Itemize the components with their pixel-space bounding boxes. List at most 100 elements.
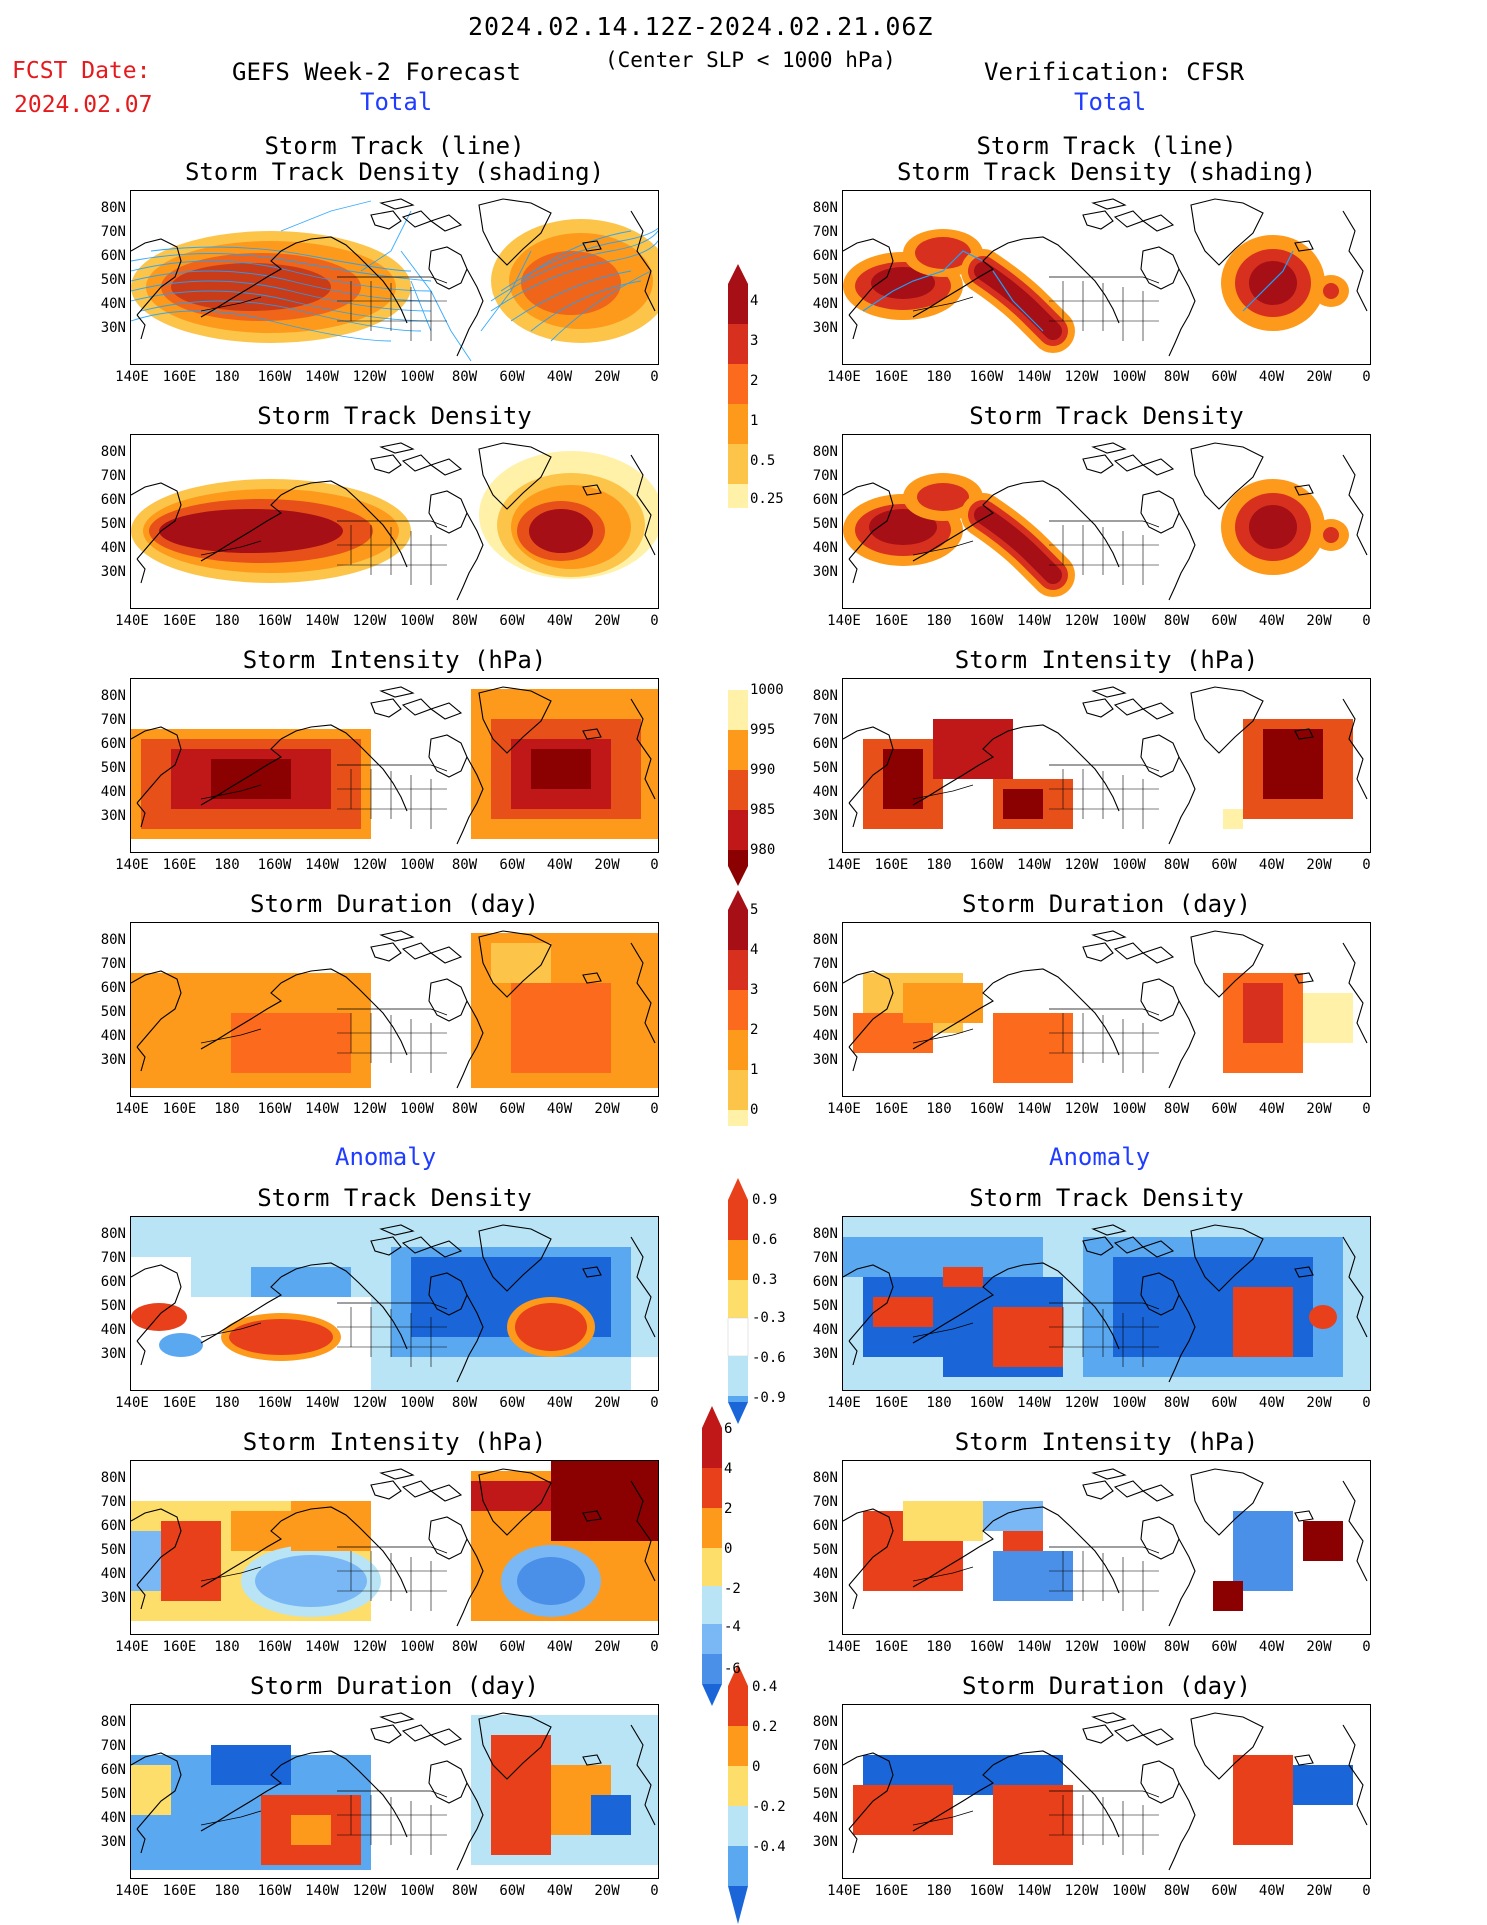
lat-label: 50N xyxy=(812,272,838,288)
lat-label: 30N xyxy=(812,320,838,336)
map-intensity-forecast xyxy=(130,678,659,853)
lon-label: 100W xyxy=(1112,613,1146,629)
lon-label: 180 xyxy=(926,613,952,629)
lon-label: 140E xyxy=(115,1639,149,1655)
lon-label: 100W xyxy=(1112,1639,1146,1655)
lon-label: 160W xyxy=(257,1639,292,1655)
colorbar-label-anom_intensity: -4 xyxy=(724,1619,741,1635)
lon-label: 0 xyxy=(1362,613,1371,629)
lon-label: 160W xyxy=(257,1395,292,1411)
right-title: Verification: CFSR xyxy=(984,58,1245,86)
lat-label: 60N xyxy=(812,1518,838,1534)
lat-label: 70N xyxy=(100,1494,126,1510)
lat-label: 50N xyxy=(812,1298,838,1314)
lon-label: 0 xyxy=(1362,1101,1371,1117)
map-anom-density-verification xyxy=(842,1216,1371,1391)
lon-label: 60W xyxy=(1211,613,1237,629)
lon-label: 120W xyxy=(1064,857,1099,873)
lat-label: 60N xyxy=(100,1518,126,1534)
lon-label: 60W xyxy=(499,1101,525,1117)
lon-label: 160E xyxy=(162,857,197,873)
lon-label: 80W xyxy=(1163,1395,1190,1411)
lat-label: 40N xyxy=(812,1810,838,1826)
lon-label: 140W xyxy=(305,1101,339,1117)
lat-label: 80N xyxy=(812,932,838,948)
lon-label: 60W xyxy=(499,369,525,385)
lon-label: 160E xyxy=(874,1639,909,1655)
lon-label: 80W xyxy=(451,1101,478,1117)
left-total-label: Total xyxy=(360,88,433,116)
lon-label: 0 xyxy=(1362,1639,1371,1655)
lon-label: 140E xyxy=(827,369,861,385)
lat-label: 40N xyxy=(100,296,126,312)
colorbar-intensity xyxy=(728,690,748,886)
lon-label: 160E xyxy=(874,1883,909,1899)
lon-label: 40W xyxy=(1258,1883,1285,1899)
colorbar-label-anom_density: -0.6 xyxy=(752,1350,786,1366)
lat-label: 70N xyxy=(812,956,838,972)
title-density-left: Storm Track Density xyxy=(257,402,532,430)
lon-label: 140E xyxy=(115,1395,149,1411)
lon-label: 180 xyxy=(214,1101,240,1117)
lat-label: 40N xyxy=(812,1566,838,1582)
lon-label: 140W xyxy=(1017,857,1051,873)
lon-label: 160E xyxy=(874,857,909,873)
colorbar-label-anom_intensity: 4 xyxy=(724,1461,733,1477)
colorbar-label-anom_density: 0.3 xyxy=(752,1272,778,1288)
lon-label: 60W xyxy=(499,857,525,873)
lat-label: 80N xyxy=(812,200,838,216)
lon-label: 180 xyxy=(214,1639,240,1655)
lon-label: 60W xyxy=(499,1639,525,1655)
title-intensity-right: Storm Intensity (hPa) xyxy=(954,646,1259,674)
colorbar-label-duration: 0 xyxy=(750,1102,759,1118)
colorbar-label-density: 3 xyxy=(750,333,759,349)
lon-label: 180 xyxy=(214,369,240,385)
lat-label: 40N xyxy=(812,540,838,556)
lon-label: 0 xyxy=(1362,369,1371,385)
lat-label: 40N xyxy=(100,784,126,800)
colorbar-label-anom_intensity: -2 xyxy=(724,1581,741,1597)
lon-label: 140W xyxy=(305,857,339,873)
title-track-line-right: Storm Track (line) xyxy=(976,132,1237,160)
lat-label: 70N xyxy=(100,956,126,972)
lon-label: 180 xyxy=(214,1883,240,1899)
lon-label: 40W xyxy=(546,857,573,873)
fcst-date-value: 2024.02.07 xyxy=(14,92,153,118)
lon-label: 40W xyxy=(1258,857,1285,873)
lon-label: 60W xyxy=(499,1883,525,1899)
lon-label: 100W xyxy=(400,613,434,629)
lon-label: 160E xyxy=(162,1395,197,1411)
lon-label: 20W xyxy=(1306,1883,1332,1899)
lon-label: 140E xyxy=(827,1395,861,1411)
colorbar-label-anom_density: -0.9 xyxy=(752,1390,786,1406)
map-anom-duration-verification xyxy=(842,1704,1371,1879)
lat-label: 60N xyxy=(100,248,126,264)
lat-label: 80N xyxy=(812,1226,838,1242)
lon-label: 140E xyxy=(115,1101,149,1117)
lon-label: 0 xyxy=(650,857,659,873)
lat-label: 40N xyxy=(100,1566,126,1582)
lon-label: 40W xyxy=(546,613,573,629)
right-anomaly-label: Anomaly xyxy=(1049,1143,1151,1171)
lon-label: 20W xyxy=(594,1101,620,1117)
lon-label: 80W xyxy=(1163,613,1190,629)
lon-label: 60W xyxy=(1211,1639,1237,1655)
lon-label: 20W xyxy=(1306,1639,1332,1655)
lon-label: 160W xyxy=(257,613,292,629)
lat-label: 60N xyxy=(100,736,126,752)
lon-label: 40W xyxy=(1258,1639,1285,1655)
lon-label: 80W xyxy=(451,369,478,385)
lon-label: 180 xyxy=(926,1883,952,1899)
lon-label: 180 xyxy=(926,1395,952,1411)
title-anom-duration-right: Storm Duration (day) xyxy=(962,1672,1251,1700)
lon-label: 20W xyxy=(594,369,620,385)
lon-label: 160W xyxy=(969,1639,1004,1655)
lat-label: 30N xyxy=(812,1052,838,1068)
lat-label: 70N xyxy=(100,224,126,240)
title-density-right: Storm Track Density xyxy=(969,402,1244,430)
colorbar-label-anom_density: 0.6 xyxy=(752,1232,778,1248)
lon-label: 40W xyxy=(1258,1101,1285,1117)
map-duration-forecast xyxy=(130,922,659,1097)
lon-label: 0 xyxy=(650,1883,659,1899)
lon-label: 20W xyxy=(1306,369,1332,385)
